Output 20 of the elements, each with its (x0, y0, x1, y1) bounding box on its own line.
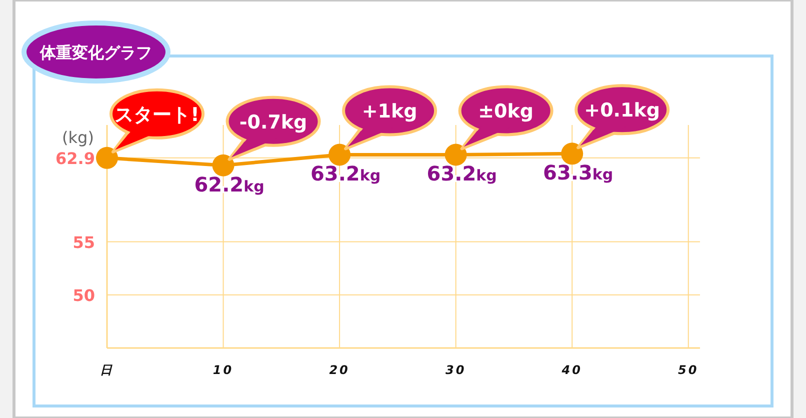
text: 62.2kg (194, 172, 264, 196)
title: 体重変化グラフ (40, 43, 152, 62)
x-tick-label: 20 (329, 363, 350, 377)
annotation: +0.1kg (584, 100, 660, 122)
annotation: -0.7kg (239, 111, 308, 134)
y-tick-label: 55 (72, 232, 95, 252)
x-tick-label: 40 (560, 363, 582, 377)
annotation: +1kg (362, 100, 418, 123)
y-tick-label: 62.9 (56, 148, 95, 168)
text: 63.2kg (310, 162, 381, 186)
x-tick-label: 日 (100, 363, 114, 377)
x-tick-label: 10 (212, 363, 234, 377)
x-tick-label: 50 (678, 363, 699, 377)
text: 63.3kg (543, 160, 614, 185)
x-tick-label: 30 (445, 363, 466, 377)
y-tick-label: 50 (72, 286, 95, 305)
annotation: スタート! (114, 104, 200, 126)
annotation: ±0kg (478, 100, 534, 123)
y-axis-title: (kg) (62, 128, 94, 147)
text: 63.2kg (426, 162, 497, 186)
